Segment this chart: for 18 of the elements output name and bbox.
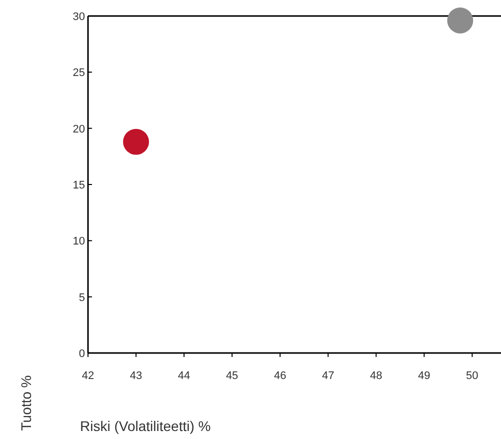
x-tick-label: 50 [466, 370, 478, 382]
x-tick-label: 48 [370, 370, 382, 382]
x-tick-label: 42 [82, 370, 94, 382]
x-tick-label: 47 [322, 370, 334, 382]
y-axis-title: Tuotto % [18, 375, 34, 431]
y-tick-label: 10 [72, 236, 85, 248]
y-tick-label: 5 [78, 292, 85, 304]
x-tick-label: 44 [178, 370, 190, 382]
y-tick-label: 20 [72, 123, 85, 136]
x-axis-title: Riski (Volatiliteetti) % [80, 418, 211, 434]
x-tick-label: 45 [226, 370, 238, 382]
y-tick-label: 15 [72, 180, 85, 192]
x-tick-label: 46 [274, 370, 286, 382]
y-tick-label: 25 [72, 67, 85, 80]
y-tick-label: 0 [78, 348, 85, 360]
x-tick-label: 49 [418, 370, 430, 382]
y-tick-label: 30 [72, 11, 85, 23]
x-tick-label: 43 [130, 370, 142, 382]
